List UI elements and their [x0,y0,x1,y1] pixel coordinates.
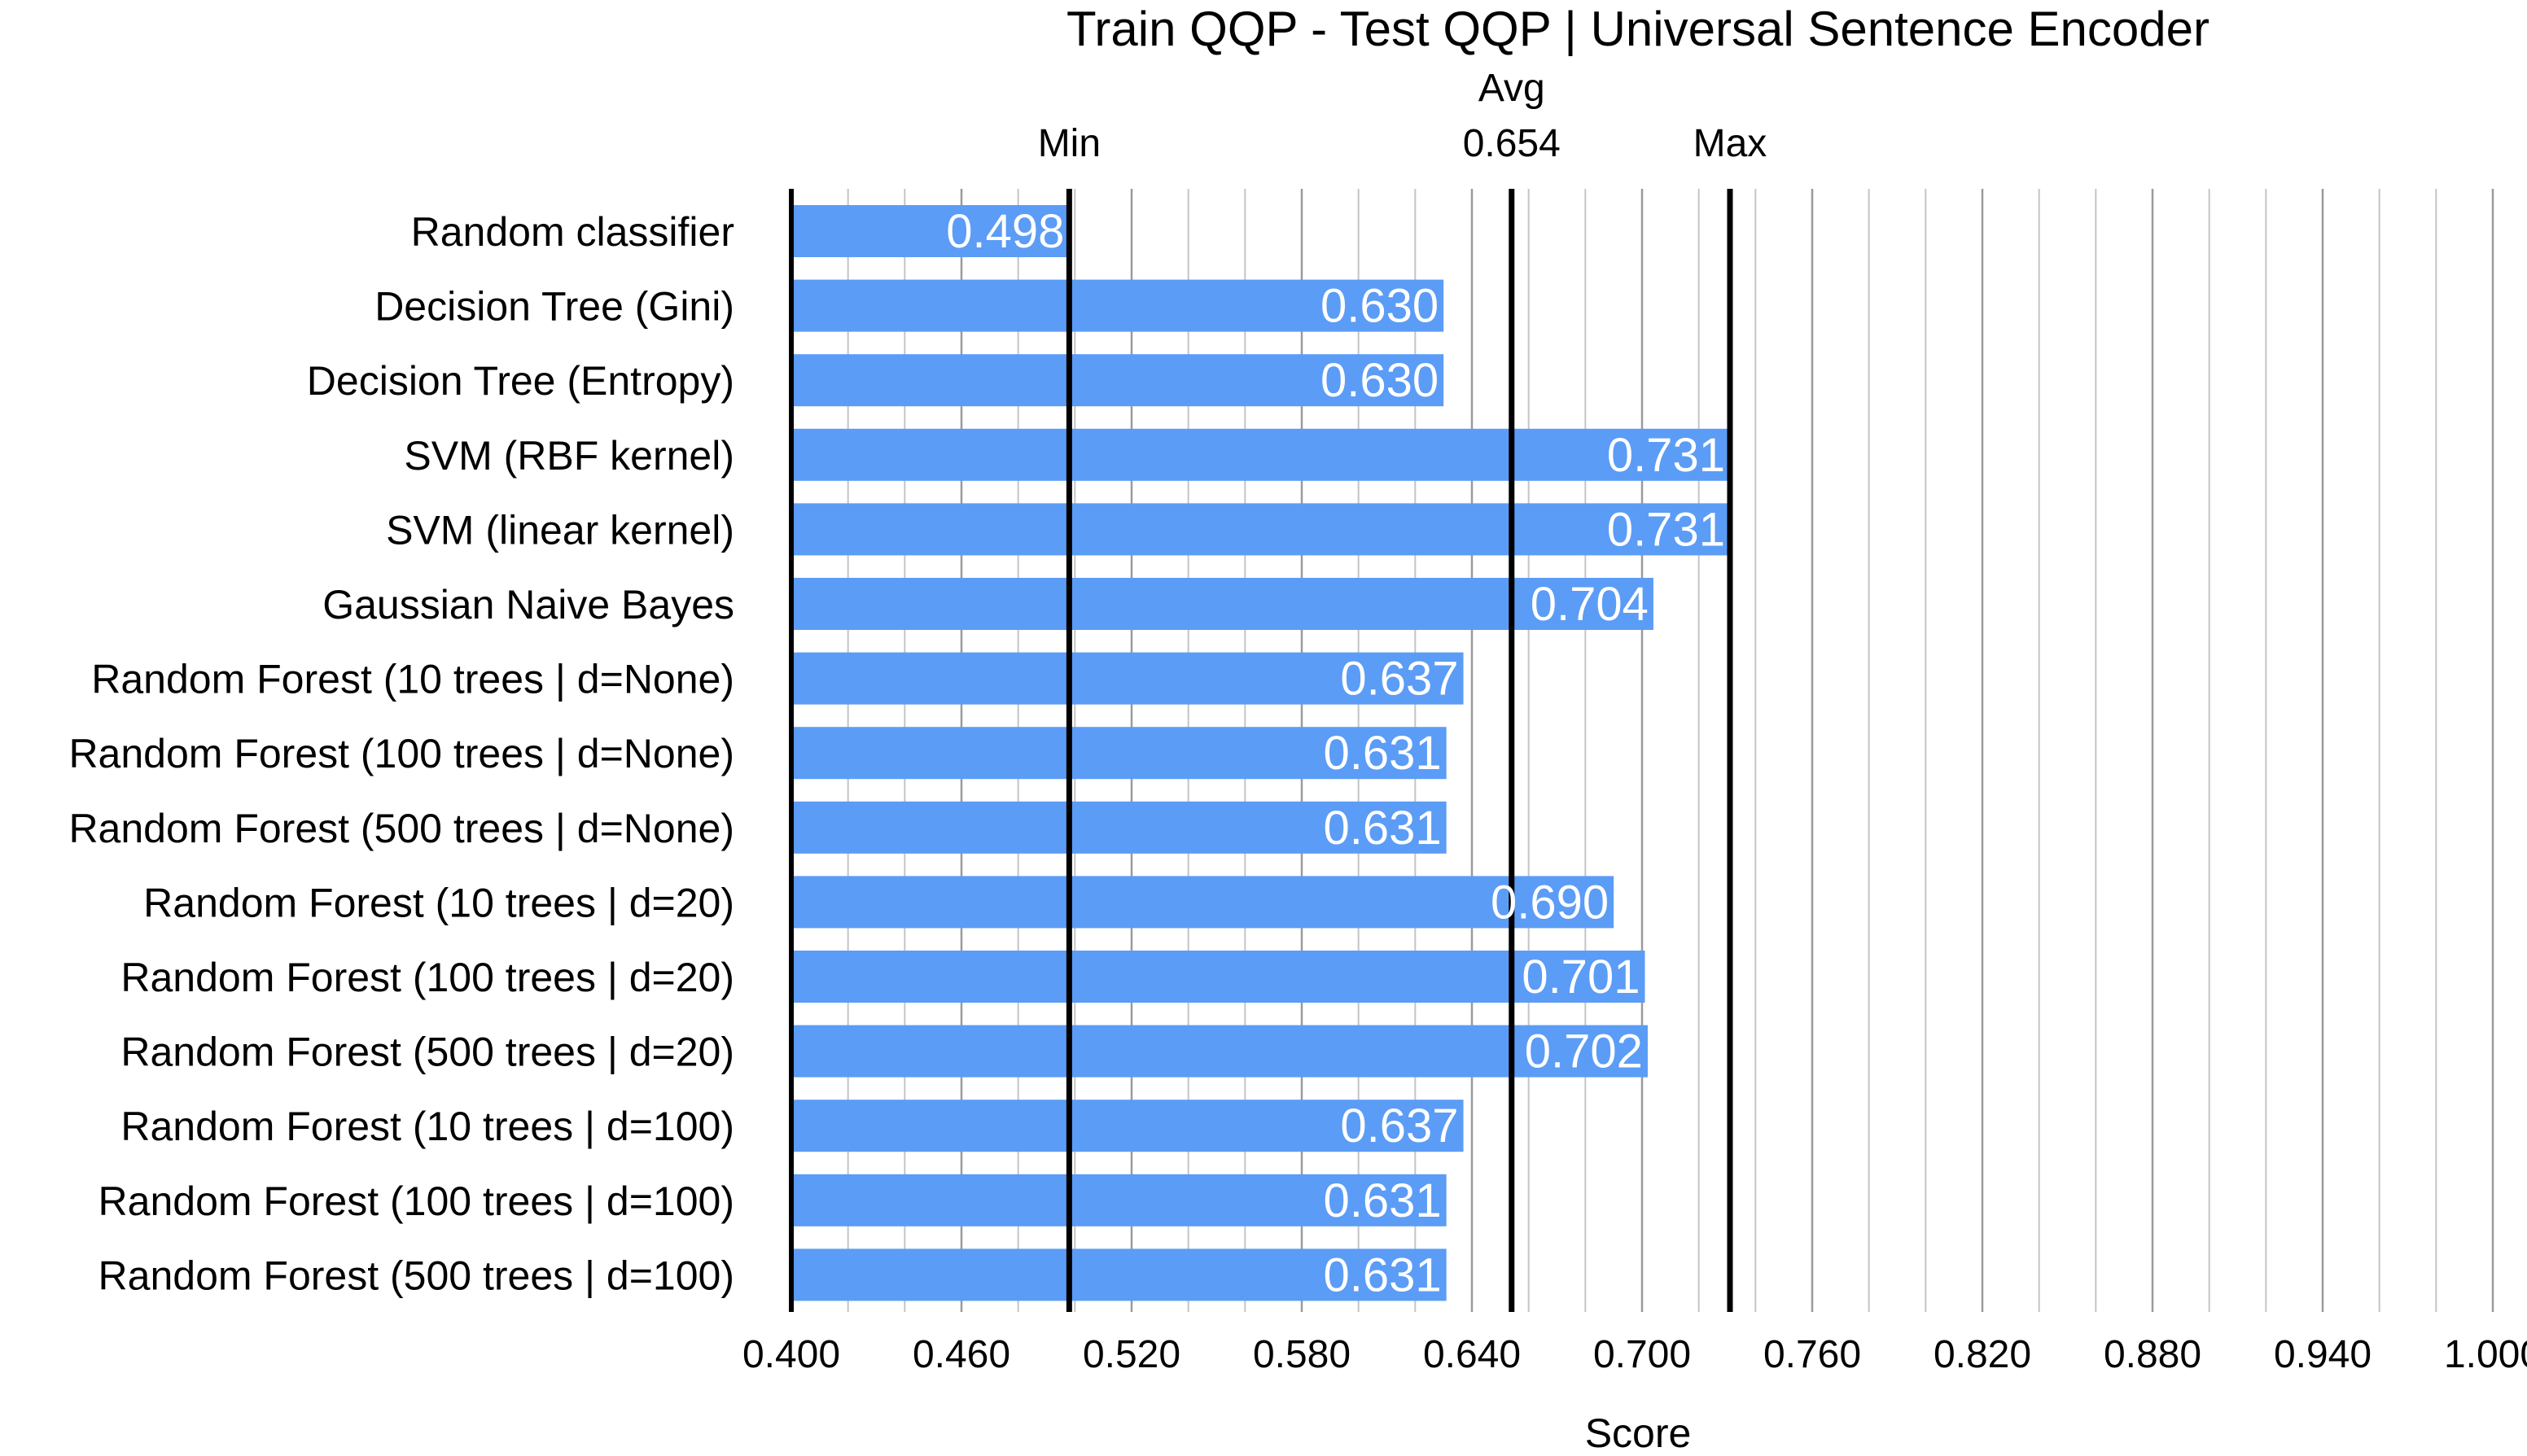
bar-value-label: 0.631 [1323,802,1441,855]
category-label: Random Forest (10 trees | d=None) [91,657,734,702]
bar-value-label: 0.731 [1607,503,1725,556]
x-tick-label: 0.700 [1593,1333,1691,1376]
bar [791,1174,1447,1226]
category-label: SVM (linear kernel) [386,507,734,553]
bar-value-label: 0.630 [1320,354,1439,407]
bar-value-label: 0.631 [1323,1248,1441,1301]
category-label: Decision Tree (Entropy) [307,358,734,404]
reference-label-max: Max [1693,122,1767,165]
bar [791,801,1447,854]
x-tick-label: 0.580 [1253,1333,1351,1376]
bar [791,503,1730,556]
category-label: SVM (RBF kernel) [404,433,734,479]
labels: Min 0.654 Avg Max 0.498 0.630 0.630 0.731 0.731 0… [68,67,2527,1376]
bar [791,1248,1447,1301]
x-tick-label: 0.820 [1934,1333,2031,1376]
bar-value-label: 0.701 [1522,951,1640,1003]
reference-label-avg: 0.654 [1463,122,1561,165]
x-tick-label: 0.760 [1763,1333,1861,1376]
bar [791,428,1730,481]
category-label: Gaussian Naive Bayes [322,582,734,627]
reference-lines [1066,189,1733,1312]
bar [791,951,1645,1003]
bar [791,578,1653,630]
bar-value-label: 0.731 [1607,429,1725,482]
x-tick-label: 1.000 [2444,1333,2527,1376]
bar-value-label: 0.498 [946,205,1064,258]
bar-value-label: 0.637 [1340,1100,1458,1152]
bar [791,727,1447,780]
category-label: Random classifier [411,209,734,255]
bar [791,1025,1648,1078]
x-tick-label: 0.640 [1423,1333,1521,1376]
category-label: Random Forest (500 trees | d=100) [99,1253,734,1298]
bar [791,652,1464,705]
bar [791,876,1614,929]
bar-value-label: 0.690 [1491,876,1609,929]
x-tick-label: 0.940 [2274,1333,2372,1376]
chart-title: Train QQP - Test QQP | Universal Sentenc… [1066,2,2209,56]
bar-value-label: 0.631 [1323,727,1441,780]
x-tick-label: 0.400 [742,1333,840,1376]
category-label: Random Forest (100 trees | d=20) [120,955,734,1000]
x-tick-label: 0.460 [913,1333,1010,1376]
reference-label-avg-title: Avg [1478,67,1545,110]
category-label: Random Forest (100 trees | d=100) [99,1178,734,1224]
category-label: Decision Tree (Gini) [374,284,734,330]
category-label: Random Forest (100 trees | d=None) [68,731,734,776]
bar [791,279,1444,332]
x-axis-title: Score [1585,1410,1692,1456]
bar-value-label: 0.631 [1323,1174,1441,1227]
category-label: Random Forest (10 trees | d=100) [120,1104,734,1149]
reference-label-min: Min [1038,122,1101,165]
bar-value-label: 0.637 [1340,653,1458,706]
bar [791,354,1444,407]
x-tick-label: 0.520 [1083,1333,1180,1376]
bar-value-label: 0.704 [1531,578,1649,631]
bar-value-label: 0.630 [1320,280,1439,333]
x-tick-label: 0.880 [2104,1333,2201,1376]
category-label: Random Forest (500 trees | d=None) [68,806,734,851]
bar [791,205,1070,257]
category-label: Random Forest (10 trees | d=20) [143,880,734,925]
bar [791,1100,1464,1152]
bar-value-label: 0.702 [1525,1025,1643,1078]
category-label: Random Forest (500 trees | d=20) [120,1030,734,1075]
bars [791,205,1730,1301]
